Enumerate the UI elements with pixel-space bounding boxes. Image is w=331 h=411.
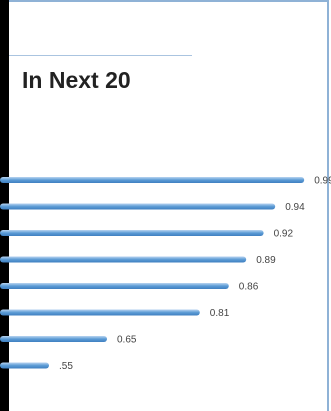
bar-7 [0, 362, 49, 369]
value-label-4: 0.86 [239, 282, 259, 293]
bar-0 [0, 177, 305, 183]
value-label-2: 0.92 [274, 229, 294, 240]
value-label-3: 0.89 [256, 255, 276, 266]
bar-2 [0, 230, 264, 236]
value-label-1: 0.94 [285, 202, 305, 213]
bar-1 [0, 203, 276, 210]
bar-3 [0, 256, 247, 263]
bar-4 [0, 283, 229, 289]
bar-6 [0, 336, 107, 342]
value-label-0: 0.99 [314, 176, 331, 187]
bar-5 [0, 309, 200, 316]
value-label-7: .55 [59, 361, 73, 372]
value-label-5: 0.81 [210, 308, 230, 319]
value-label-6: 0.65 [117, 335, 137, 346]
chart-title: In Next 20 [22, 67, 131, 93]
title-divider [9, 55, 192, 56]
